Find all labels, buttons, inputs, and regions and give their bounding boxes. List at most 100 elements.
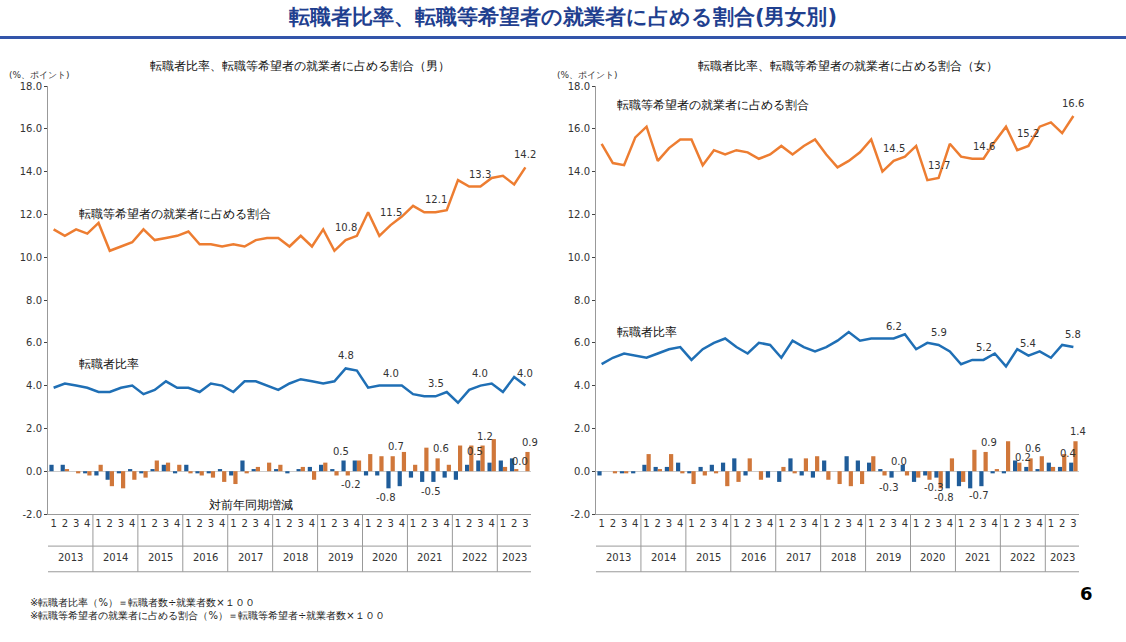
svg-text:転職者比率: 転職者比率 <box>617 325 677 339</box>
svg-text:1: 1 <box>365 518 371 529</box>
svg-text:2021: 2021 <box>417 552 442 563</box>
svg-text:2: 2 <box>1014 518 1020 529</box>
svg-text:4: 4 <box>857 518 863 529</box>
svg-text:3: 3 <box>801 518 807 529</box>
svg-text:0.5: 0.5 <box>467 446 483 457</box>
svg-text:5.8: 5.8 <box>1065 329 1081 340</box>
svg-text:3: 3 <box>298 518 304 529</box>
svg-text:2.0: 2.0 <box>574 423 590 434</box>
svg-text:1: 1 <box>643 518 649 529</box>
svg-text:0.6: 0.6 <box>433 443 449 454</box>
svg-text:3: 3 <box>621 518 627 529</box>
svg-text:1.4: 1.4 <box>1070 426 1086 437</box>
svg-text:0.0: 0.0 <box>512 456 528 467</box>
svg-text:転職等希望者の就業者に占める割合: 転職等希望者の就業者に占める割合 <box>617 98 809 112</box>
svg-text:2020: 2020 <box>920 552 945 563</box>
svg-text:3: 3 <box>980 518 986 529</box>
svg-text:0.2: 0.2 <box>1015 452 1031 463</box>
svg-text:0.9: 0.9 <box>981 437 997 448</box>
svg-text:13.3: 13.3 <box>469 169 491 180</box>
svg-text:12.0: 12.0 <box>20 209 42 220</box>
svg-text:2013: 2013 <box>606 552 631 563</box>
svg-text:1: 1 <box>823 518 829 529</box>
svg-text:1: 1 <box>140 518 146 529</box>
svg-text:2: 2 <box>789 518 795 529</box>
svg-text:-0.5: -0.5 <box>421 486 441 497</box>
svg-text:4: 4 <box>767 518 773 529</box>
svg-text:16.0: 16.0 <box>20 123 42 134</box>
svg-text:4: 4 <box>444 518 450 529</box>
svg-text:4: 4 <box>722 518 728 529</box>
svg-text:4: 4 <box>489 518 495 529</box>
svg-text:-0.3: -0.3 <box>879 482 899 493</box>
svg-text:-0.8: -0.8 <box>376 492 396 503</box>
svg-text:2: 2 <box>241 518 247 529</box>
svg-text:3: 3 <box>890 518 896 529</box>
svg-text:2023: 2023 <box>502 552 527 563</box>
svg-text:-2.0: -2.0 <box>22 509 42 520</box>
svg-text:3: 3 <box>522 518 528 529</box>
svg-text:4: 4 <box>992 518 998 529</box>
svg-text:(%、ポイント): (%、ポイント) <box>9 70 70 80</box>
svg-text:2014: 2014 <box>651 552 676 563</box>
svg-text:18.0: 18.0 <box>568 81 590 92</box>
svg-text:4: 4 <box>399 518 405 529</box>
svg-text:転職者比率、転職等希望者の就業者に占める割合（男）: 転職者比率、転職等希望者の就業者に占める割合（男） <box>150 59 450 73</box>
svg-text:6.2: 6.2 <box>886 321 902 332</box>
svg-text:2: 2 <box>511 518 517 529</box>
svg-text:2: 2 <box>744 518 750 529</box>
svg-text:1: 1 <box>455 518 461 529</box>
svg-text:2: 2 <box>331 518 337 529</box>
svg-text:3: 3 <box>253 518 259 529</box>
svg-text:2017: 2017 <box>786 552 811 563</box>
svg-text:2: 2 <box>107 518 113 529</box>
svg-text:0.0: 0.0 <box>26 466 42 477</box>
svg-text:10.0: 10.0 <box>20 252 42 263</box>
svg-text:(%、ポイント): (%、ポイント) <box>557 70 618 80</box>
svg-text:2: 2 <box>286 518 292 529</box>
svg-text:3: 3 <box>846 518 852 529</box>
svg-text:4: 4 <box>812 518 818 529</box>
svg-text:14.2: 14.2 <box>514 149 536 160</box>
svg-text:14.0: 14.0 <box>20 166 42 177</box>
svg-text:16.6: 16.6 <box>1062 98 1084 109</box>
svg-text:4.0: 4.0 <box>517 368 533 379</box>
svg-text:14.0: 14.0 <box>568 166 590 177</box>
svg-text:4.0: 4.0 <box>383 368 399 379</box>
svg-text:4.0: 4.0 <box>574 380 590 391</box>
svg-text:2016: 2016 <box>741 552 766 563</box>
svg-text:1: 1 <box>320 518 326 529</box>
svg-text:10.8: 10.8 <box>335 222 357 233</box>
svg-text:0.0: 0.0 <box>891 456 907 467</box>
svg-text:3: 3 <box>73 518 79 529</box>
svg-text:2: 2 <box>196 518 202 529</box>
svg-text:転職者比率、転職等希望者の就業者に占める割合（女）: 転職者比率、転職等希望者の就業者に占める割合（女） <box>698 59 998 73</box>
svg-text:2: 2 <box>700 518 706 529</box>
svg-text:3: 3 <box>1070 518 1076 529</box>
svg-text:2: 2 <box>152 518 158 529</box>
svg-text:2019: 2019 <box>328 552 353 563</box>
svg-text:1: 1 <box>778 518 784 529</box>
svg-text:0.6: 0.6 <box>1025 443 1041 454</box>
svg-text:0.5: 0.5 <box>333 446 349 457</box>
svg-text:4: 4 <box>129 518 135 529</box>
svg-text:2023: 2023 <box>1050 552 1075 563</box>
svg-text:2020: 2020 <box>372 552 397 563</box>
svg-text:4: 4 <box>632 518 638 529</box>
svg-text:3: 3 <box>756 518 762 529</box>
svg-text:2: 2 <box>969 518 975 529</box>
svg-text:4: 4 <box>354 518 360 529</box>
svg-text:2: 2 <box>655 518 661 529</box>
svg-text:2014: 2014 <box>103 552 128 563</box>
svg-text:-2.0: -2.0 <box>570 509 590 520</box>
svg-text:4: 4 <box>902 518 908 529</box>
svg-text:4: 4 <box>1037 518 1043 529</box>
svg-text:1: 1 <box>275 518 281 529</box>
svg-text:6.0: 6.0 <box>26 337 42 348</box>
svg-text:6.0: 6.0 <box>574 337 590 348</box>
svg-text:3: 3 <box>342 518 348 529</box>
svg-text:11.5: 11.5 <box>380 207 402 218</box>
svg-text:4.0: 4.0 <box>26 380 42 391</box>
svg-text:1: 1 <box>50 518 56 529</box>
svg-text:2018: 2018 <box>831 552 856 563</box>
